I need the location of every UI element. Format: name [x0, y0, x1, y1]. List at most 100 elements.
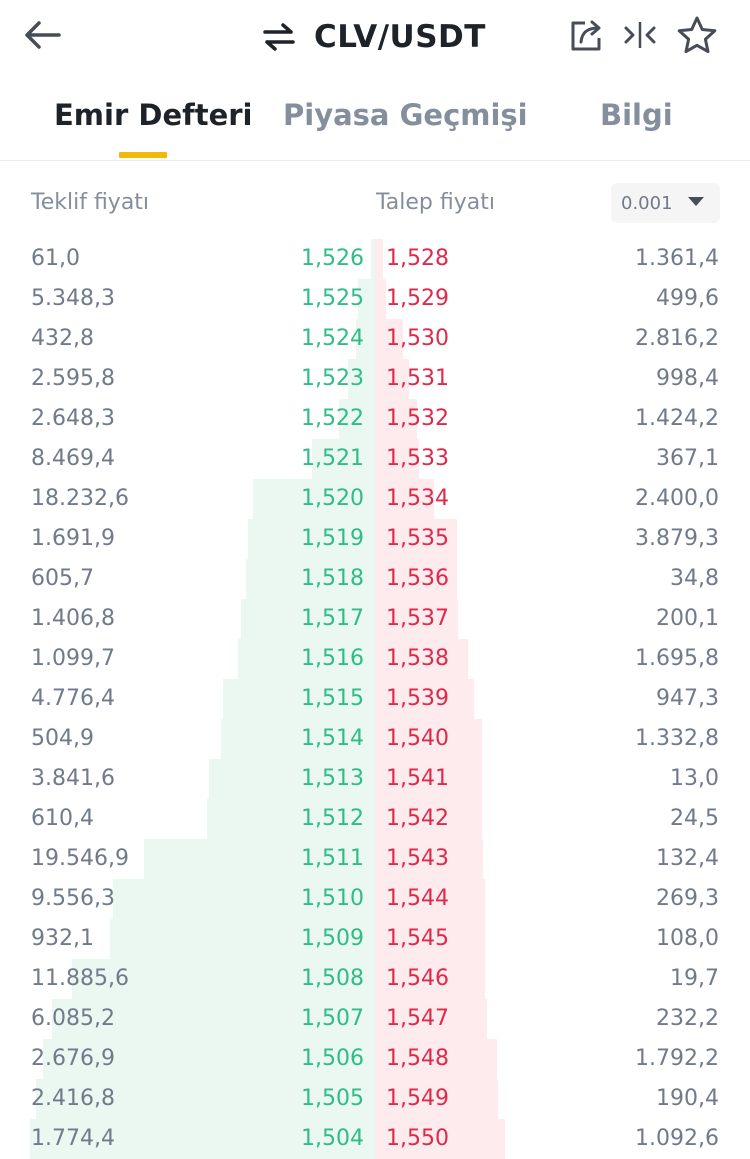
table-row[interactable]: 2.416,8 1,505 1,549 190,4 — [0, 1079, 750, 1119]
bid-quantity: 1.406,8 — [31, 606, 115, 631]
ask-price: 1,542 — [386, 806, 449, 831]
ask-price: 1,541 — [386, 766, 449, 791]
bid-quantity: 9.556,3 — [31, 886, 115, 911]
ask-price: 1,550 — [386, 1126, 449, 1151]
ask-depth-bar — [375, 1039, 497, 1079]
ask-price: 1,535 — [386, 526, 449, 551]
table-row[interactable]: 605,7 1,518 1,536 34,8 — [0, 559, 750, 599]
bid-price: 1,507 — [301, 1006, 364, 1031]
ask-price: 1,544 — [386, 886, 449, 911]
bid-quantity: 432,8 — [31, 326, 94, 351]
table-row[interactable]: 432,8 1,524 1,530 2.816,2 — [0, 319, 750, 359]
ask-quantity: 1.332,8 — [635, 726, 719, 751]
ask-price: 1,533 — [386, 446, 449, 471]
tab-bar: Emir Defteri Piyasa Geçmişi Bilgi — [0, 84, 750, 161]
bid-depth-bar — [312, 439, 375, 479]
table-row[interactable]: 3.841,6 1,513 1,541 13,0 — [0, 759, 750, 799]
bid-quantity: 504,9 — [31, 726, 94, 751]
bid-price: 1,508 — [301, 966, 364, 991]
bid-depth-bar — [371, 239, 375, 279]
ask-quantity: 24,5 — [670, 806, 719, 831]
bid-price: 1,523 — [301, 366, 364, 391]
bid-depth-bar — [43, 1039, 375, 1079]
ask-depth-bar — [375, 839, 483, 879]
ask-depth-bar — [375, 1079, 498, 1119]
ask-price: 1,528 — [386, 246, 449, 271]
ask-depth-bar — [375, 399, 417, 439]
bid-price: 1,514 — [301, 726, 364, 751]
ask-depth-bar — [375, 799, 482, 839]
ask-depth-bar — [375, 679, 474, 719]
bid-quantity: 6.085,2 — [31, 1006, 115, 1031]
bid-price: 1,519 — [301, 526, 364, 551]
ask-quantity: 998,4 — [656, 366, 719, 391]
swap-icon — [263, 23, 295, 51]
table-row[interactable]: 19.546,9 1,511 1,543 132,4 — [0, 839, 750, 879]
ask-quantity: 132,4 — [656, 846, 719, 871]
ask-depth-bar — [375, 239, 383, 279]
bid-quantity: 11.885,6 — [31, 966, 129, 991]
compare-icon[interactable] — [622, 20, 658, 50]
ask-quantity: 19,7 — [670, 966, 719, 991]
bid-depth-bar — [207, 799, 375, 839]
table-row[interactable]: 2.595,8 1,523 1,531 998,4 — [0, 359, 750, 399]
table-row[interactable]: 11.885,6 1,508 1,546 19,7 — [0, 959, 750, 999]
table-row[interactable]: 2.676,9 1,506 1,548 1.792,2 — [0, 1039, 750, 1079]
ask-depth-bar — [375, 319, 403, 359]
bid-price: 1,513 — [301, 766, 364, 791]
table-row[interactable]: 61,0 1,526 1,528 1.361,4 — [0, 239, 750, 279]
ask-depth-bar — [375, 439, 419, 479]
table-row[interactable]: 1.406,8 1,517 1,537 200,1 — [0, 599, 750, 639]
ask-price: 1,532 — [386, 406, 449, 431]
ask-depth-bar — [375, 919, 485, 959]
table-row[interactable]: 4.776,4 1,515 1,539 947,3 — [0, 679, 750, 719]
ask-price: 1,547 — [386, 1006, 449, 1031]
table-row[interactable]: 18.232,6 1,520 1,534 2.400,0 — [0, 479, 750, 519]
bid-price: 1,510 — [301, 886, 364, 911]
table-row[interactable]: 1.691,9 1,519 1,535 3.879,3 — [0, 519, 750, 559]
ask-depth-bar — [375, 599, 458, 639]
ask-depth-bar — [375, 959, 485, 999]
table-row[interactable]: 8.469,4 1,521 1,533 367,1 — [0, 439, 750, 479]
share-icon[interactable] — [568, 17, 606, 53]
table-row[interactable]: 6.085,2 1,507 1,547 232,2 — [0, 999, 750, 1039]
star-icon[interactable] — [676, 15, 718, 55]
ask-quantity: 3.879,3 — [635, 526, 719, 551]
active-tab-indicator — [119, 152, 167, 158]
bid-quantity: 19.546,9 — [31, 846, 129, 871]
bid-price: 1,516 — [301, 646, 364, 671]
precision-dropdown[interactable]: 0.001 — [611, 183, 720, 223]
ask-column-header: Talep fiyatı — [376, 190, 495, 215]
table-row[interactable]: 610,4 1,512 1,542 24,5 — [0, 799, 750, 839]
bid-depth-bar — [36, 1079, 375, 1119]
table-row[interactable]: 1.774,4 1,504 1,550 1.092,6 — [0, 1119, 750, 1159]
table-row[interactable]: 2.648,3 1,522 1,532 1.424,2 — [0, 399, 750, 439]
bid-depth-bar — [72, 959, 375, 999]
table-row[interactable]: 932,1 1,509 1,545 108,0 — [0, 919, 750, 959]
tab-info[interactable]: Bilgi — [600, 98, 673, 132]
table-row[interactable]: 5.348,3 1,525 1,529 499,6 — [0, 279, 750, 319]
table-row[interactable]: 1.099,7 1,516 1,538 1.695,8 — [0, 639, 750, 679]
pair-selector[interactable]: CLV/USDT — [262, 14, 486, 60]
bid-quantity: 61,0 — [31, 246, 80, 271]
table-row[interactable]: 9.556,3 1,510 1,544 269,3 — [0, 879, 750, 919]
bid-depth-bar — [241, 599, 375, 639]
ask-quantity: 13,0 — [670, 766, 719, 791]
bid-depth-bar — [144, 839, 375, 879]
bid-quantity: 1.099,7 — [31, 646, 115, 671]
tab-order-book[interactable]: Emir Defteri — [54, 98, 253, 132]
bid-quantity: 18.232,6 — [31, 486, 129, 511]
bid-price: 1,515 — [301, 686, 364, 711]
table-row[interactable]: 504,9 1,514 1,540 1.332,8 — [0, 719, 750, 759]
ask-price: 1,530 — [386, 326, 449, 351]
ask-quantity: 34,8 — [670, 566, 719, 591]
ask-quantity: 2.400,0 — [635, 486, 719, 511]
bid-quantity: 2.595,8 — [31, 366, 115, 391]
bid-depth-bar — [339, 399, 375, 439]
back-arrow-icon[interactable] — [22, 18, 62, 52]
ask-depth-bar — [375, 879, 485, 919]
tab-market-history[interactable]: Piyasa Geçmişi — [283, 98, 528, 132]
bid-quantity: 1.691,9 — [31, 526, 115, 551]
bid-price: 1,518 — [301, 566, 364, 591]
ask-quantity: 190,4 — [656, 1086, 719, 1111]
